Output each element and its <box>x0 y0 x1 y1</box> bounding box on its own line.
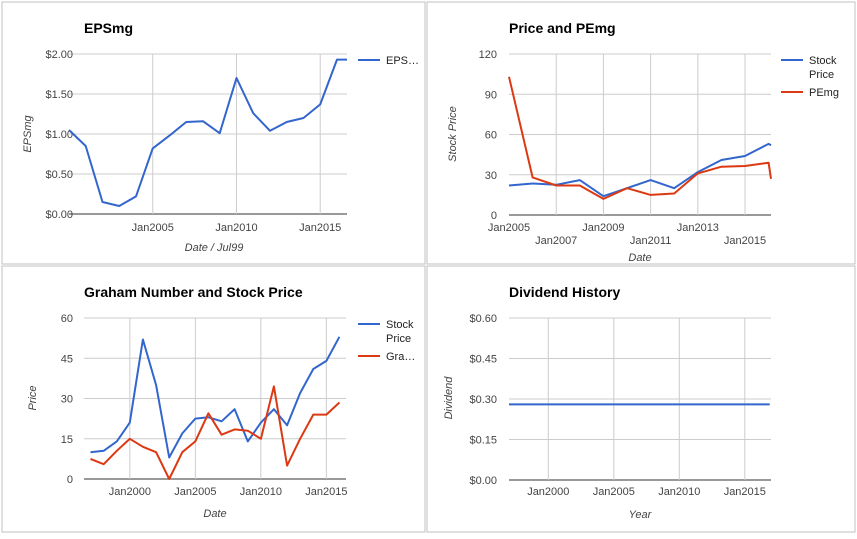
y-tick-label: 15 <box>61 434 73 446</box>
chart-title: Graham Number and Stock Price <box>84 284 303 300</box>
x-tick-label: Jan2005 <box>174 486 216 498</box>
y-tick-label: 60 <box>485 130 497 142</box>
y-axis-title: EPSmg <box>22 114 34 152</box>
y-axis-title: Dividend <box>443 376 455 420</box>
x-axis-title: Date / Jul99 <box>185 242 244 254</box>
y-tick-label: $0.30 <box>469 394 497 406</box>
legend-label: EPS… <box>386 55 419 67</box>
legend-label: Stock <box>386 319 414 331</box>
x-axis-title: Date <box>628 252 651 264</box>
series-line-1 <box>90 336 341 459</box>
y-tick-label: 30 <box>61 394 73 406</box>
x-tick-label: Jan2000 <box>527 486 569 498</box>
x-tick-label: Jan2013 <box>677 222 719 234</box>
series-line-1 <box>68 58 347 207</box>
y-tick-label: 120 <box>479 49 497 61</box>
x-axis-title: Date <box>203 508 226 520</box>
x-tick-label: Jan2005 <box>132 222 174 234</box>
legend-label: Price <box>386 333 411 345</box>
x-tick-label: Jan2010 <box>658 486 700 498</box>
chart-3: Graham Number and Stock Price 0 15 30 45 60 Ja… <box>27 284 415 520</box>
y-tick-label: $1.50 <box>45 89 73 101</box>
legend-label: PEmg <box>809 87 839 99</box>
y-tick-label: 60 <box>61 313 73 325</box>
x-tick-label: Jan2015 <box>724 486 766 498</box>
x-tick-label: Jan2010 <box>215 222 257 234</box>
x-tick-label: Jan2000 <box>109 486 151 498</box>
series-line-2 <box>508 76 772 200</box>
legend-label: Stock <box>809 55 837 67</box>
chart-title: Dividend History <box>509 284 620 300</box>
y-tick-label: 90 <box>485 89 497 101</box>
chart-4: Dividend History $0.00 $0.15 $0.30 $0.45 $0.6… <box>443 284 771 521</box>
x-axis-title: Year <box>629 509 653 521</box>
x-tick-label: Jan2009 <box>582 222 624 234</box>
y-axis-title: Stock Price <box>447 106 459 162</box>
y-tick-label: $0.60 <box>469 313 497 325</box>
legend-label: Price <box>809 69 834 81</box>
y-tick-label: $0.00 <box>45 209 73 221</box>
legend-label: Gra… <box>386 351 415 363</box>
y-tick-label: $0.45 <box>469 354 497 366</box>
y-tick-label: $0.15 <box>469 435 497 447</box>
chart-title: EPSmg <box>84 20 133 36</box>
y-axis-title: Price <box>27 385 39 410</box>
y-tick-label: $0.00 <box>469 475 497 487</box>
y-tick-label: 0 <box>491 210 497 222</box>
y-tick-label: $1.00 <box>45 129 73 141</box>
chart-title: Price and PEmg <box>509 20 616 36</box>
x-tick-label: Jan2015 <box>305 486 347 498</box>
y-tick-label: $0.50 <box>45 169 73 181</box>
x-tick-label: Jan2011 <box>630 235 671 247</box>
y-tick-label: 0 <box>67 474 73 486</box>
x-tick-label: Jan2005 <box>593 486 635 498</box>
x-tick-label: Jan2010 <box>240 486 282 498</box>
panel-price-pemg <box>426 1 856 265</box>
series-line-2 <box>90 385 341 480</box>
x-tick-label: Jan2015 <box>724 235 766 247</box>
y-tick-label: $2.00 <box>45 49 73 61</box>
x-tick-label: Jan2007 <box>535 235 577 247</box>
chart-2: Price and PEmg 0 30 60 90 120 Jan2005 Jan2009 Ja… <box>447 20 839 264</box>
chart-1: EPSmg $0.00 $0.50 $1.00 $1.50 $2.00 Jan2005 Jan… <box>22 20 419 254</box>
y-tick-label: 45 <box>61 353 73 365</box>
x-tick-label: Jan2005 <box>488 222 530 234</box>
x-tick-label: Jan2015 <box>299 222 341 234</box>
y-tick-label: 30 <box>485 170 497 182</box>
